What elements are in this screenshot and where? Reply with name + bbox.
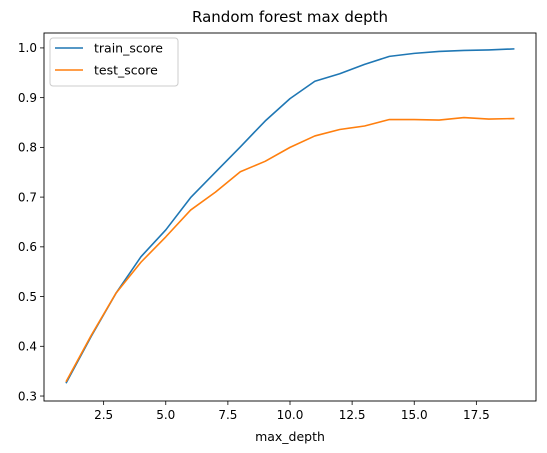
x-tick-label: 7.5 [218, 408, 237, 422]
legend: train_score test_score [49, 37, 179, 87]
y-tick-label: 0.3 [18, 389, 37, 403]
x-tick-label: 10.0 [277, 408, 304, 422]
x-axis-label: max_depth [255, 429, 325, 444]
series-line-test_score [65, 116, 515, 383]
x-axis: 2.5 5.0 7.5 10.0 12.5 15.0 17.5 [94, 401, 490, 422]
x-tick-label: 5.0 [156, 408, 175, 422]
series-lines [65, 48, 515, 384]
legend-box [49, 37, 179, 87]
y-axis: 0.3 0.4 0.5 0.6 0.7 0.8 0.9 1.0 [18, 41, 44, 403]
y-tick-label: 1.0 [18, 41, 37, 55]
x-tick-label: 15.0 [401, 408, 428, 422]
series-line-train_score [65, 48, 515, 384]
legend-label-test_score: test_score [94, 63, 158, 78]
y-tick-label: 0.6 [18, 240, 37, 254]
y-tick-label: 0.9 [18, 91, 37, 105]
plot-frame [43, 32, 537, 402]
legend-label-train_score: train_score [94, 41, 163, 56]
y-tick-label: 0.5 [18, 290, 37, 304]
x-tick-label: 12.5 [339, 408, 366, 422]
y-tick-label: 0.4 [18, 340, 37, 354]
chart-title: Random forest max depth [192, 8, 388, 26]
x-tick-label: 17.5 [463, 408, 490, 422]
y-tick-label: 0.7 [18, 190, 37, 204]
x-tick-label: 2.5 [94, 408, 113, 422]
y-tick-label: 0.8 [18, 141, 37, 155]
